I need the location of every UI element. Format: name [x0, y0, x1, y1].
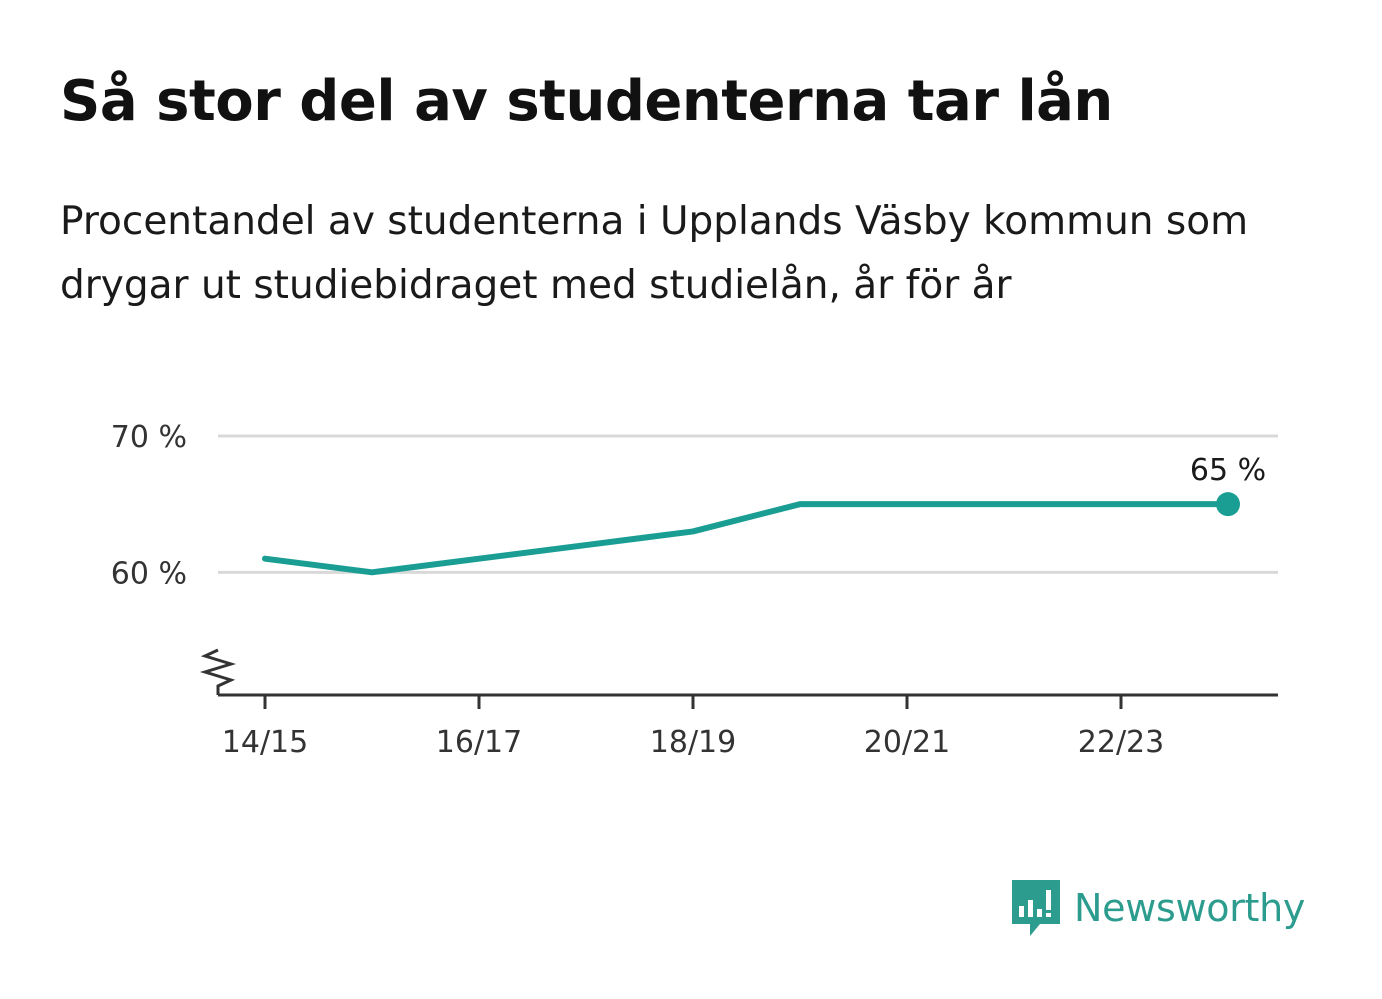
x-tick-label: 18/19: [650, 725, 736, 760]
brand-name: Newsworthy: [1074, 886, 1306, 930]
y-tick-label: 60 %: [111, 556, 187, 591]
x-tick-label: 16/17: [436, 725, 522, 760]
y-tick-label: 70 %: [111, 420, 187, 455]
brand-logo: Newsworthy: [1010, 876, 1305, 940]
x-tick-label: 22/23: [1078, 725, 1164, 760]
x-tick-label: 14/15: [222, 725, 308, 760]
chart-subtitle: Procentandel av studenterna i Upplands V…: [60, 199, 1249, 308]
newsworthy-logo-icon: [1012, 880, 1060, 936]
x-tick-label: 20/21: [864, 725, 950, 760]
series-line: [262, 501, 1231, 576]
last-point-label: 65 %: [1190, 453, 1266, 488]
last-data-point: [1216, 492, 1240, 517]
axis-break-marker: [199, 648, 237, 695]
chart-title: Så stor del av studenterna tar lån: [60, 69, 1113, 134]
